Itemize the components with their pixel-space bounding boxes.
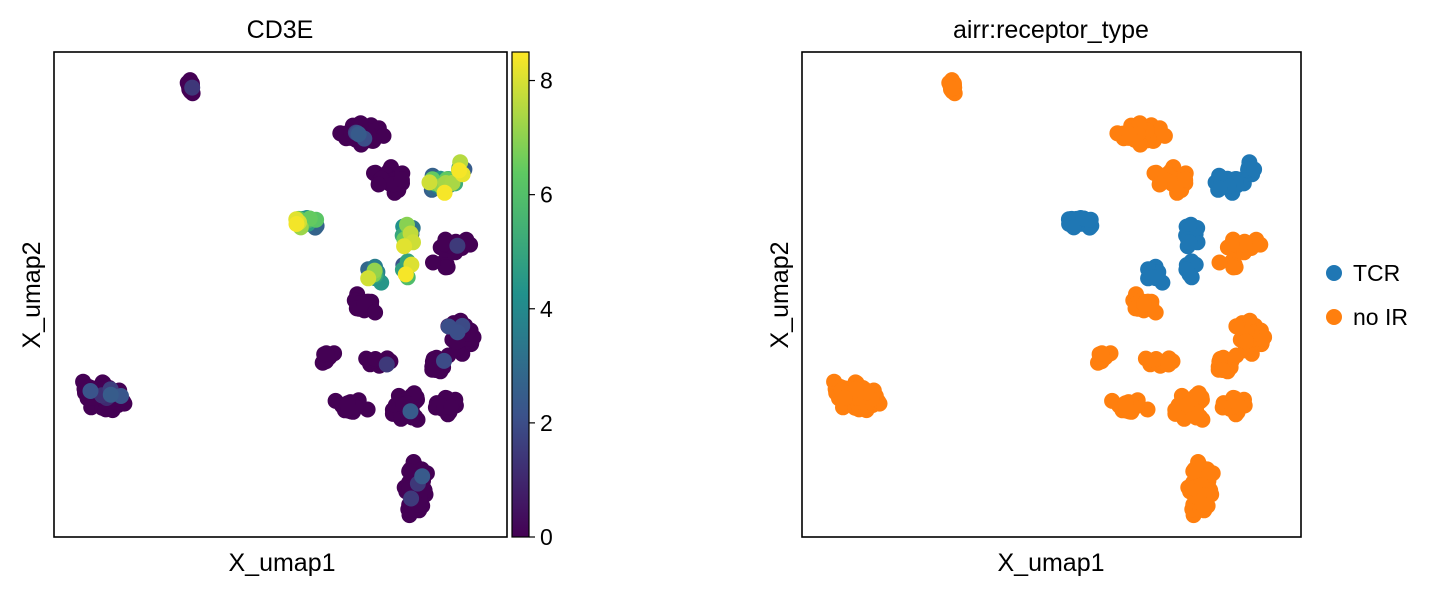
scatter-point [350,126,367,143]
scatter-point [370,176,387,193]
scatter-point [1246,161,1263,178]
scatter-point [1145,269,1162,286]
scatter-point [1238,333,1254,350]
scatter-point [367,304,384,321]
scatter-point [462,236,479,253]
colorbar-tick-label: 6 [540,182,553,208]
scatter-point [401,463,418,480]
scatter-point [397,266,414,283]
legend-marker-tcr [1326,265,1342,281]
right-chart-title: airr:receptor_type [953,16,1149,44]
scatter-point [1188,409,1205,426]
scatter-point [1117,395,1134,412]
scatter-point [837,389,853,406]
scatter-point [449,324,466,341]
scatter-point [378,356,395,373]
right-y-axis-label: X_umap2 [766,241,794,348]
colorbar-tick-label: 0 [540,524,553,550]
scatter-point [943,80,960,97]
scatter-point [1181,234,1198,251]
scatter-point [1252,236,1269,253]
colorbar-tick-label: 4 [540,296,553,322]
scatter-point [436,352,452,369]
left-scatter-points [75,72,482,524]
left-y-axis-label: X_umap2 [18,241,46,348]
left-plot-frame [53,51,508,538]
left-chart-title: CD3E [247,16,314,44]
scatter-point [1211,167,1228,184]
scatter-point [360,270,377,287]
scatter-point [1177,171,1193,188]
scatter-point [443,399,460,415]
scatter-point [1228,318,1245,335]
scatter-point [1236,233,1253,250]
scatter-point [425,254,441,271]
legend-label-tcr: TCR [1353,260,1400,286]
scatter-point [1211,254,1228,271]
legend: TCR no IR [1326,260,1408,330]
scatter-point [1136,296,1152,313]
scatter-point [1231,399,1248,415]
scatter-point [436,184,453,201]
legend-marker-no-ir [1326,309,1342,325]
scatter-point [1194,496,1211,513]
scatter-point [403,490,420,507]
scatter-point [1228,347,1245,364]
scatter-point [449,237,466,254]
scatter-point [1180,219,1197,236]
scatter-point [393,171,410,188]
scatter-point [1178,261,1195,278]
legend-label-no-ir: no IR [1353,304,1408,330]
right-scatter-points [826,72,1273,524]
scatter-point [436,235,453,252]
scatter-point [402,403,419,420]
scatter-point [1147,304,1164,321]
scatter-point [1224,235,1240,252]
scatter-point [184,79,201,96]
scatter-point [451,162,468,179]
scatter-point [1151,176,1168,193]
scatter-point [1214,362,1231,378]
colorbar-ticks: 0 2 4 6 8 [529,68,553,550]
scatter-point [1121,126,1138,142]
right-plot-frame [801,51,1302,538]
scatter-point [1179,396,1196,413]
colorbar-tick-label: 8 [540,68,553,94]
scatter-point [1225,259,1242,276]
scatter-point [1148,351,1165,367]
scatter-point [437,259,454,276]
scatter-point [318,345,335,362]
scatter-point [414,468,431,485]
colorbar-tick-label: 2 [540,410,553,436]
scatter-point [1160,356,1177,373]
scatter-point [396,238,413,255]
scatter-point [1185,463,1202,480]
scatter-point [102,386,119,403]
colorbar [511,51,530,538]
scatter-point [339,395,356,412]
scatter-point [421,174,438,191]
scatter-point [288,216,305,232]
scatter-point [1211,180,1228,197]
left-x-axis-label: X_umap1 [228,549,335,577]
scatter-point [1075,210,1092,227]
right-x-axis-label: X_umap1 [997,549,1104,577]
scatter-point [82,383,99,399]
scatter-point [1093,345,1110,362]
